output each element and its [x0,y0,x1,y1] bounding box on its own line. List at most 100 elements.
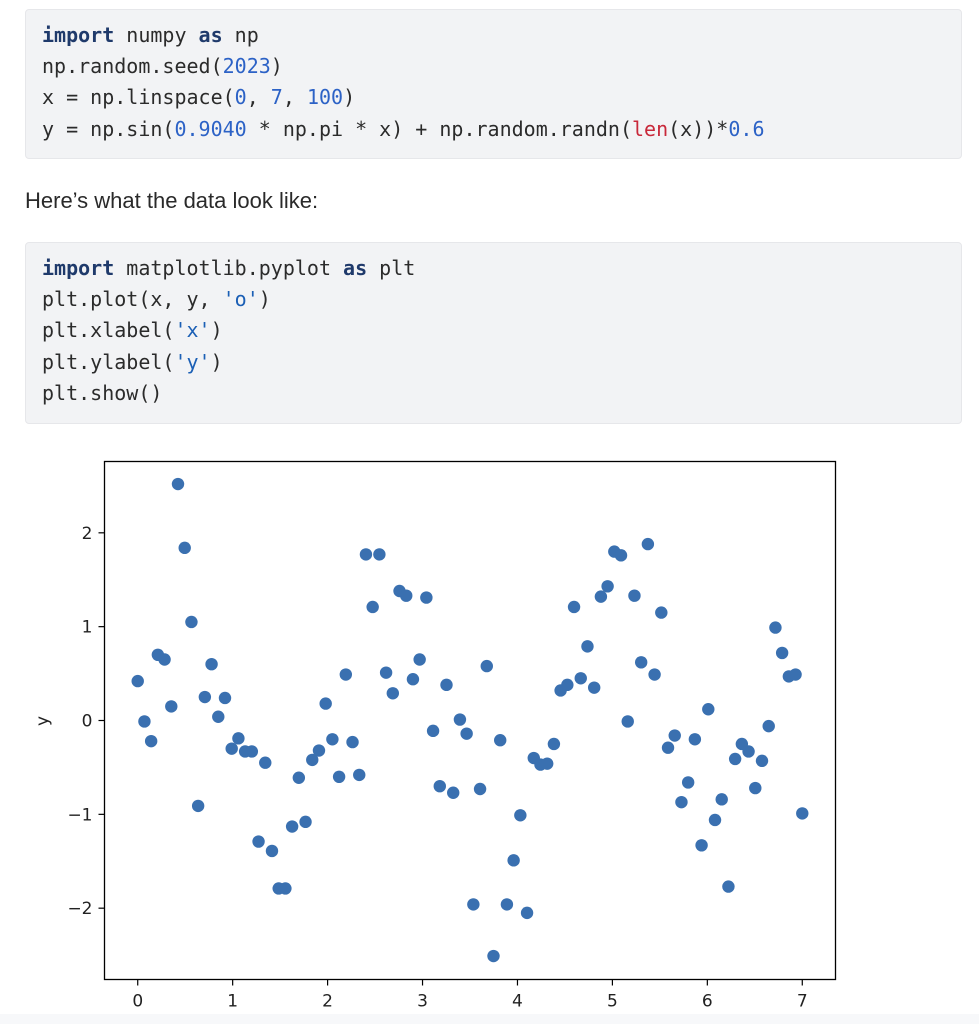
x-tick-label: 6 [702,992,713,1012]
y-tick-label: 0 [82,712,93,732]
data-point [158,653,171,666]
data-point [319,697,332,710]
code-line: import numpy as np [42,20,945,51]
code-token: np [222,23,259,47]
code-token: 'o' [222,287,259,312]
code-token: numpy [114,23,199,47]
data-point [514,809,527,822]
code-token: plt [367,256,416,280]
data-point [379,666,393,679]
code-token: np.random.seed( [42,54,223,79]
code-token: 0.6 [728,116,765,141]
code-token: (x))* [668,116,729,141]
code-token: import [42,256,115,280]
data-point [292,771,306,784]
x-tick-label: 2 [322,992,333,1012]
code-block-setup: import numpy as np np.random.seed(2023) x … [25,9,962,159]
data-point [675,795,688,809]
data-point [567,600,581,614]
data-point [440,678,453,692]
data-point [285,820,299,833]
data-point [252,835,265,848]
data-point [708,813,722,827]
data-point [178,541,191,555]
y-tick-label: 2 [82,524,93,544]
y-axis-ticks: −2 −1 0 1 2 [67,524,105,919]
code-token: 'x' [174,318,211,343]
data-point [265,844,279,858]
code-line: plt.ylabel('y') [42,347,945,378]
y-tick-label: −2 [67,899,92,919]
data-point [225,742,238,755]
data-point [621,715,634,728]
data-point [245,745,259,758]
data-point [661,741,675,754]
data-point [138,715,151,728]
data-point [406,673,420,686]
x-tick-label: 3 [417,992,428,1012]
code-token: , [246,85,271,110]
data-point [460,727,473,740]
x-tick-label: 1 [227,992,238,1012]
data-point [144,734,158,748]
code-token: plt.plot(x, y, [42,287,223,312]
data-point [332,770,346,784]
data-point [171,477,185,491]
data-point [762,719,775,733]
data-point [587,681,601,694]
code-line: plt.xlabel('x') [42,315,945,346]
data-point [205,657,218,671]
data-point [614,549,628,562]
code-token: 2023 [222,54,271,79]
data-point [306,753,319,767]
code-token: x = np.linspace( [42,85,235,110]
x-tick-label: 7 [797,992,808,1012]
data-point [702,703,715,716]
data-point [500,898,514,911]
data-point [131,674,144,688]
data-point [453,713,467,726]
data-point [299,815,312,829]
code-token: len [632,116,669,141]
code-token: ) [270,54,283,79]
data-point [359,548,373,561]
prose-text: Here’s what the data look like: [25,188,319,213]
code-token: 7 [270,85,283,110]
x-tick-label: 5 [607,992,618,1012]
code-token: plt.ylabel( [42,349,175,374]
data-point [353,768,366,782]
data-point [212,710,225,723]
data-point [594,590,608,603]
code-block-plot: import matplotlib.pyplot as plt plt.plot(… [25,242,962,424]
data-point [279,882,292,895]
data-point [648,668,661,681]
data-point [561,678,574,692]
data-point [547,737,561,751]
data-point [581,640,594,653]
data-point [668,729,681,742]
code-line: plt.plot(x, y, 'o') [42,284,945,315]
code-token: ) [210,318,223,343]
data-point [520,906,534,920]
data-point [366,600,379,614]
data-point [655,606,668,619]
code-token: y = np.sin( [42,116,175,141]
data-point [628,589,641,602]
code-token: matplotlib.pyplot [114,256,344,280]
data-point [749,781,762,795]
code-token: import [42,23,115,47]
data-point [433,779,446,793]
code-token: 'y' [174,349,211,374]
data-point [789,668,802,681]
code-token: 0.9040 [174,116,247,141]
data-point [467,898,480,911]
data-point [487,949,500,963]
x-axis-ticks: 0 1 2 3 4 5 6 7 [132,979,808,1012]
data-point [540,757,554,770]
code-token: plt.xlabel( [42,318,175,343]
data-point [420,591,433,604]
data-point [326,733,339,746]
code-token: plt.show() [42,380,163,405]
data-point [688,733,702,746]
